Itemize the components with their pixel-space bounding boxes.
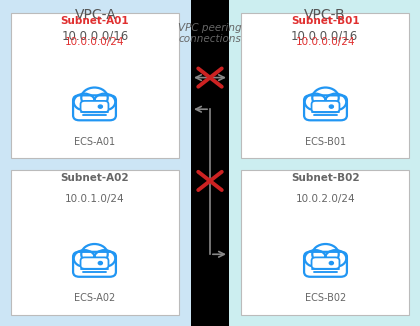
FancyBboxPatch shape <box>81 258 108 269</box>
Circle shape <box>81 244 108 265</box>
FancyBboxPatch shape <box>0 0 191 326</box>
Text: Subnet-A02: Subnet-A02 <box>60 173 129 183</box>
FancyBboxPatch shape <box>10 13 178 158</box>
Text: VPC peering
connections: VPC peering connections <box>178 23 242 44</box>
Text: 10.0.1.0/24: 10.0.1.0/24 <box>65 194 124 204</box>
FancyBboxPatch shape <box>312 258 339 269</box>
Circle shape <box>305 94 326 110</box>
Text: 10.0.0.0/24: 10.0.0.0/24 <box>65 37 124 48</box>
Bar <box>312 256 339 263</box>
Text: ECS-B02: ECS-B02 <box>305 293 346 303</box>
FancyBboxPatch shape <box>10 170 178 315</box>
Text: 10.0.0.0/16: 10.0.0.0/16 <box>62 29 129 42</box>
Bar <box>81 256 108 263</box>
Circle shape <box>325 250 346 267</box>
FancyBboxPatch shape <box>241 13 410 158</box>
FancyBboxPatch shape <box>73 95 116 120</box>
Circle shape <box>312 87 339 108</box>
Circle shape <box>74 94 95 110</box>
Text: Subnet-B01: Subnet-B01 <box>291 16 360 26</box>
Text: VPC-A: VPC-A <box>75 8 117 22</box>
Circle shape <box>305 250 326 267</box>
Circle shape <box>329 105 333 108</box>
FancyBboxPatch shape <box>73 252 116 277</box>
Circle shape <box>329 261 333 265</box>
FancyBboxPatch shape <box>304 252 347 277</box>
Circle shape <box>98 105 102 108</box>
FancyBboxPatch shape <box>312 101 339 112</box>
Text: VPC-B: VPC-B <box>303 8 345 22</box>
Circle shape <box>81 87 108 108</box>
Text: 10.0.0.0/16: 10.0.0.0/16 <box>291 29 358 42</box>
Circle shape <box>98 261 102 265</box>
Text: ECS-A01: ECS-A01 <box>74 137 115 147</box>
Text: Subnet-A01: Subnet-A01 <box>60 16 129 26</box>
Text: 10.0.0.0/24: 10.0.0.0/24 <box>296 37 355 48</box>
Circle shape <box>325 94 346 110</box>
Circle shape <box>94 250 115 267</box>
Text: ECS-B01: ECS-B01 <box>305 137 346 147</box>
Text: Subnet-B02: Subnet-B02 <box>291 173 360 183</box>
FancyBboxPatch shape <box>81 101 108 112</box>
FancyBboxPatch shape <box>241 170 410 315</box>
Text: 10.0.2.0/24: 10.0.2.0/24 <box>296 194 355 204</box>
Circle shape <box>74 250 95 267</box>
FancyBboxPatch shape <box>304 95 347 120</box>
Text: ECS-A02: ECS-A02 <box>74 293 115 303</box>
Circle shape <box>94 94 115 110</box>
Bar <box>312 99 339 107</box>
Bar <box>81 99 108 107</box>
FancyBboxPatch shape <box>229 0 420 326</box>
Circle shape <box>312 244 339 265</box>
